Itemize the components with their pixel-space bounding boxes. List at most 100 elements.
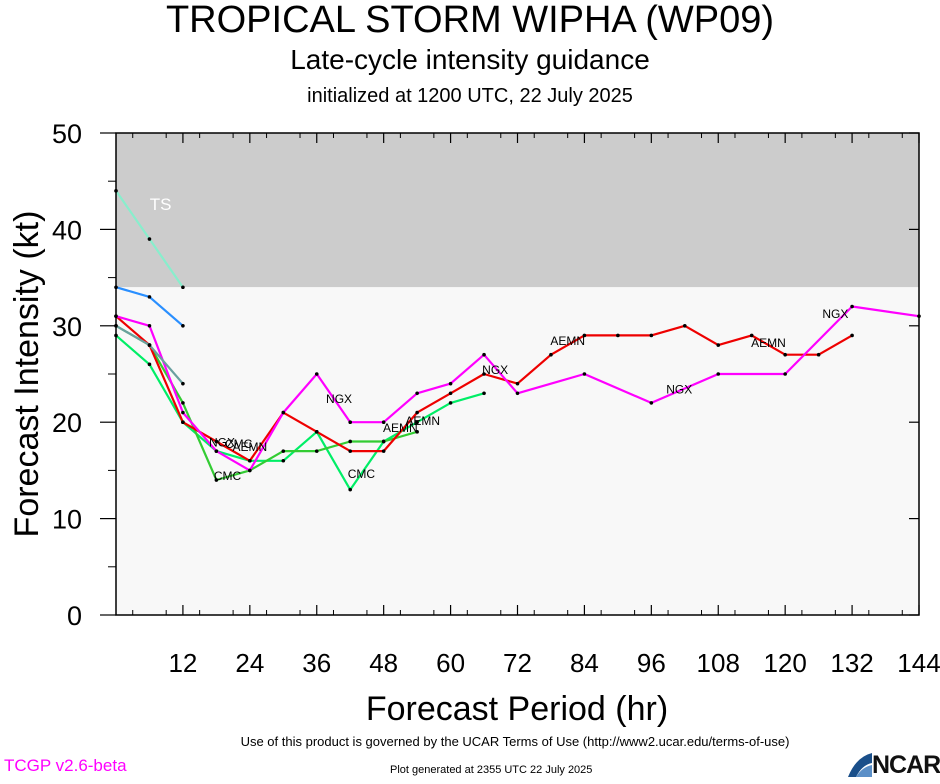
data-point — [214, 478, 219, 482]
data-point — [783, 372, 787, 376]
series-line — [115, 324, 418, 482]
data-point — [716, 372, 721, 376]
data-point — [381, 449, 386, 453]
ncar-logo: NCAR — [846, 751, 940, 779]
data-point — [314, 430, 319, 434]
y-tick-label: 0 — [67, 601, 82, 631]
data-point — [482, 391, 486, 396]
data-point — [415, 420, 419, 425]
y-axis-label: Forecast Intensity (kt) — [8, 211, 46, 538]
ncar-logo-text: NCAR — [872, 751, 940, 779]
data-point — [649, 401, 654, 405]
model-label: NGX — [482, 363, 508, 377]
data-point — [716, 343, 721, 347]
data-point — [181, 285, 185, 290]
data-point — [348, 487, 353, 492]
data-point — [816, 352, 821, 357]
data-point — [281, 449, 286, 453]
model-label: CMC — [214, 469, 242, 483]
data-point — [281, 458, 286, 463]
x-tick-label: 144 — [897, 648, 940, 678]
x-tick-label: 72 — [503, 648, 532, 678]
y-tick-label: 30 — [52, 312, 82, 342]
data-point — [649, 333, 654, 338]
x-axis-label: Forecast Period (hr) — [366, 690, 668, 728]
generated-timestamp: Plot generated at 2355 UTC 22 July 2025 — [390, 764, 593, 776]
data-point — [214, 439, 219, 444]
data-point — [515, 381, 520, 386]
data-point — [248, 468, 252, 473]
x-tick-label: 60 — [436, 648, 465, 678]
data-point — [381, 420, 386, 425]
y-tick-label: 10 — [52, 505, 82, 535]
data-point — [147, 324, 152, 328]
data-point — [582, 372, 587, 376]
data-point — [616, 333, 620, 338]
data-point — [682, 324, 687, 328]
data-point — [415, 391, 419, 396]
chart-title: TROPICAL STORM WIPHA (WP09) — [165, 0, 775, 41]
model-label: CMC — [225, 437, 253, 451]
data-point — [482, 352, 486, 357]
tropical-storm-band — [116, 133, 919, 288]
x-tick-label: 84 — [570, 648, 599, 678]
data-point — [783, 352, 787, 357]
chart-subtitle: Late-cycle intensity guidance — [290, 44, 650, 75]
data-point — [448, 401, 453, 405]
data-point — [415, 430, 419, 434]
data-point — [181, 420, 185, 425]
data-point — [582, 333, 587, 338]
data-point — [314, 449, 319, 453]
data-point — [448, 391, 453, 396]
model-label: TS — [150, 195, 172, 214]
y-tick-label: 20 — [52, 408, 82, 438]
data-point — [147, 295, 152, 299]
data-point — [147, 237, 152, 241]
data-point — [147, 362, 152, 367]
initialized-time: initialized at 1200 UTC, 22 July 2025 — [307, 85, 633, 107]
data-point — [850, 304, 854, 309]
data-point — [181, 381, 185, 386]
data-point — [248, 458, 252, 463]
x-tick-label: 24 — [235, 648, 264, 678]
data-point — [181, 324, 185, 328]
plot-frame — [115, 132, 920, 616]
below-ts-band — [116, 287, 919, 615]
x-tick-label: 132 — [830, 648, 873, 678]
data-point — [348, 449, 353, 453]
x-tick-label: 120 — [763, 648, 806, 678]
x-tick-label: 108 — [697, 648, 740, 678]
y-tick-label: 40 — [52, 215, 82, 245]
series-line — [115, 334, 485, 491]
data-point — [381, 439, 386, 444]
x-tick-label: 96 — [637, 648, 666, 678]
x-tick-label: 12 — [168, 648, 197, 678]
model-label: NGX — [822, 307, 848, 321]
data-point — [281, 410, 286, 415]
data-point — [314, 372, 319, 376]
model-label: AEMN — [232, 440, 267, 454]
data-point — [214, 449, 219, 453]
data-point — [482, 372, 486, 376]
data-point — [549, 352, 553, 357]
x-tick-label: 48 — [369, 648, 398, 678]
model-label: AEMN — [550, 334, 585, 348]
data-point — [348, 420, 353, 425]
data-point — [515, 391, 520, 396]
model-label: CMC — [348, 467, 376, 481]
data-point — [448, 381, 453, 386]
terms-of-use-notice: Use of this product is governed by the U… — [240, 734, 790, 749]
x-tick-label: 36 — [302, 648, 331, 678]
model-label: AEMN — [405, 414, 440, 428]
model-label: AEMN — [383, 421, 418, 435]
y-tick-label: 50 — [52, 119, 82, 149]
data-point — [749, 333, 754, 338]
data-point — [415, 410, 419, 415]
data-point — [850, 333, 854, 338]
data-point — [348, 439, 353, 444]
data-point — [181, 401, 185, 405]
model-label: NGX — [666, 382, 692, 396]
version-label: TCGP v2.6-beta — [4, 756, 127, 775]
model-label: AEMN — [751, 336, 786, 350]
